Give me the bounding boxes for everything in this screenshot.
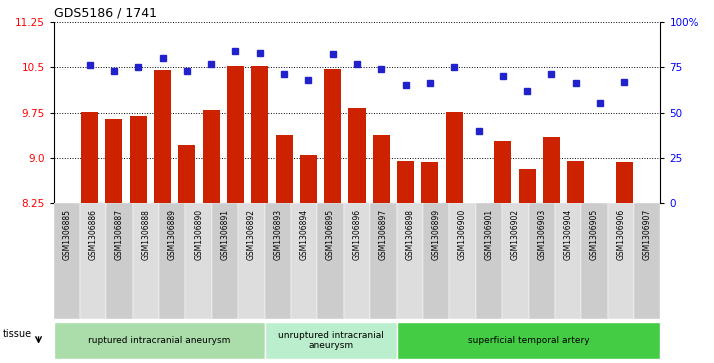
Bar — [528, 203, 555, 319]
Bar — [54, 203, 80, 319]
Bar — [324, 69, 341, 203]
Text: GDS5186 / 1741: GDS5186 / 1741 — [54, 6, 156, 19]
Bar — [80, 203, 106, 319]
Text: GSM1306889: GSM1306889 — [168, 209, 177, 260]
Text: GSM1306885: GSM1306885 — [62, 209, 71, 260]
Text: GSM1306905: GSM1306905 — [590, 209, 599, 260]
Bar — [178, 145, 196, 203]
Bar — [616, 162, 633, 203]
Text: GSM1306890: GSM1306890 — [194, 209, 203, 260]
Bar — [476, 203, 502, 319]
Bar — [494, 141, 511, 203]
Text: tissue: tissue — [3, 329, 32, 339]
Text: GSM1306891: GSM1306891 — [221, 209, 230, 260]
Text: GSM1306887: GSM1306887 — [115, 209, 124, 260]
Bar — [370, 203, 396, 319]
Bar — [581, 203, 608, 319]
Bar — [238, 203, 265, 319]
Bar — [265, 322, 396, 359]
Bar — [449, 203, 476, 319]
Bar — [106, 203, 133, 319]
Text: GSM1306904: GSM1306904 — [563, 209, 573, 260]
Bar — [397, 161, 414, 203]
Bar — [54, 322, 265, 359]
Text: GSM1306898: GSM1306898 — [406, 209, 414, 260]
Bar — [203, 110, 220, 203]
Text: GSM1306888: GSM1306888 — [141, 209, 151, 260]
Bar — [186, 203, 212, 319]
Text: superficial temporal artery: superficial temporal artery — [468, 336, 589, 345]
Bar — [396, 203, 423, 319]
Bar — [81, 112, 98, 203]
Text: GSM1306897: GSM1306897 — [379, 209, 388, 260]
Text: GSM1306903: GSM1306903 — [537, 209, 546, 260]
Text: unruptured intracranial
aneurysm: unruptured intracranial aneurysm — [278, 331, 383, 350]
Bar — [212, 203, 238, 319]
Bar — [555, 203, 581, 319]
Bar — [265, 203, 291, 319]
Bar — [543, 137, 560, 203]
Bar — [130, 115, 147, 203]
Bar — [518, 169, 536, 203]
Text: GSM1306907: GSM1306907 — [643, 209, 652, 260]
Text: GSM1306899: GSM1306899 — [432, 209, 441, 260]
Bar — [567, 161, 584, 203]
Bar — [227, 66, 244, 203]
Bar — [502, 203, 528, 319]
Text: GSM1306896: GSM1306896 — [353, 209, 361, 260]
Bar — [634, 203, 660, 319]
Bar — [373, 135, 390, 203]
Bar — [446, 112, 463, 203]
Text: GSM1306895: GSM1306895 — [326, 209, 335, 260]
Text: GSM1306892: GSM1306892 — [247, 209, 256, 260]
Bar — [106, 119, 123, 203]
Bar — [133, 203, 159, 319]
Text: GSM1306906: GSM1306906 — [616, 209, 625, 260]
Bar — [300, 155, 317, 203]
Bar — [421, 162, 438, 203]
Text: GSM1306894: GSM1306894 — [300, 209, 308, 260]
Bar — [318, 203, 344, 319]
Bar — [154, 70, 171, 203]
Bar — [608, 203, 634, 319]
Text: GSM1306893: GSM1306893 — [273, 209, 282, 260]
Bar — [291, 203, 318, 319]
Bar — [423, 203, 449, 319]
Text: GSM1306886: GSM1306886 — [89, 209, 98, 260]
Bar — [344, 203, 370, 319]
Bar — [159, 203, 186, 319]
Bar — [276, 135, 293, 203]
Text: GSM1306902: GSM1306902 — [511, 209, 520, 260]
Bar — [348, 108, 366, 203]
Bar — [251, 66, 268, 203]
Text: ruptured intracranial aneurysm: ruptured intracranial aneurysm — [88, 336, 231, 345]
Bar — [396, 322, 660, 359]
Text: GSM1306901: GSM1306901 — [484, 209, 493, 260]
Text: GSM1306900: GSM1306900 — [458, 209, 467, 260]
